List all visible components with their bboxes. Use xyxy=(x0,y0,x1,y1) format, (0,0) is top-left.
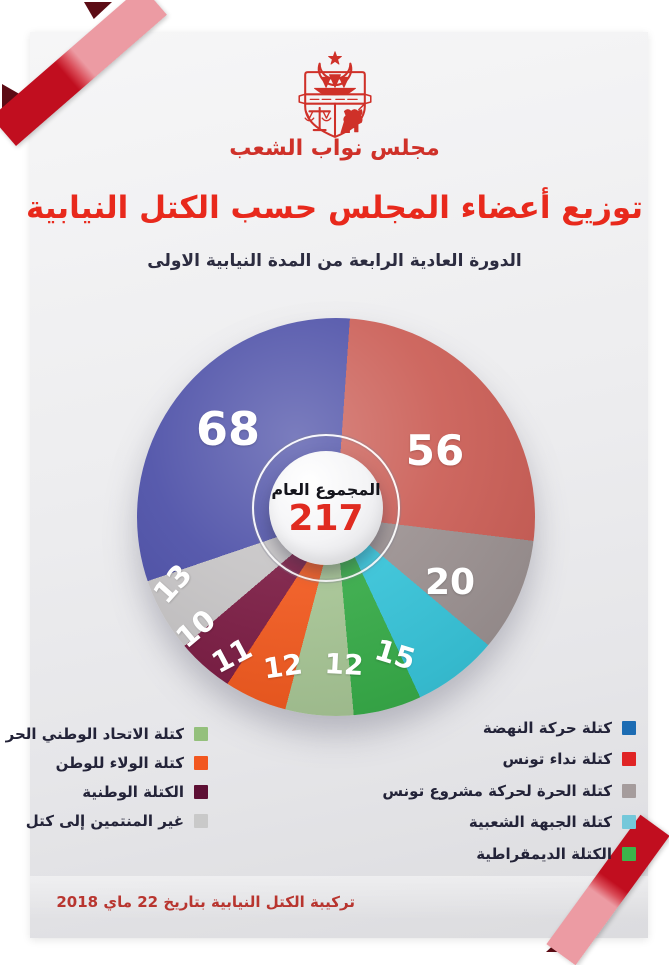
legend-item: غير المنتمين إلى كتل xyxy=(25,806,208,835)
slice-value: 15 xyxy=(370,632,420,677)
pie-labels: 56 20 15 12 12 11 10 13 68 xyxy=(137,318,535,716)
slice-value: 68 xyxy=(195,402,261,456)
legend-swatch xyxy=(194,726,208,741)
footer-band xyxy=(30,876,648,938)
slice-value: 12 xyxy=(323,647,365,682)
legend-swatch xyxy=(622,783,636,798)
total-label: المجموع العام xyxy=(271,479,381,499)
footer-note: تركيبة الكتل النيابية بتاريخ 22 ماي 2018 xyxy=(56,893,355,911)
legend-item: كتلة الاتحاد الوطني الحر xyxy=(6,719,208,748)
legend-swatch xyxy=(622,752,636,767)
legend-item: كتلة الجبهة الشعبية xyxy=(408,807,636,839)
legend-right-column: كتلة حركة النهضة كتلة نداء تونس كتلة الحرة… xyxy=(382,712,636,870)
tunisia-coat-of-arms-icon xyxy=(298,51,372,138)
legend-label: غير المنتمين إلى كتل xyxy=(25,811,184,830)
legend-label: كتلة الجبهة الشعبية xyxy=(468,813,612,832)
legend-swatch xyxy=(622,815,636,830)
slice-value: 12 xyxy=(261,647,305,686)
legend-item: كتلة حركة النهضة xyxy=(408,712,636,744)
legend-item: كتلة الحرة لحركة مشروع تونس xyxy=(382,775,636,807)
legend-item: كتلة الولاء للوطن xyxy=(28,748,208,777)
pie-center-ring xyxy=(252,434,400,582)
legend-label: كتلة حركة النهضة xyxy=(482,718,612,737)
legend-item: الكتلة الديمقراطية xyxy=(408,838,636,870)
legend-label: الكتلة الوطنية xyxy=(82,782,184,801)
page-subtitle: الدورة العادية الرابعة من المدة النيابية… xyxy=(147,251,522,271)
slice-value: 13 xyxy=(146,557,199,611)
legend-label: كتلة الحرة لحركة مشروع تونس xyxy=(382,781,612,800)
pie-chart-area: 56 20 15 12 12 11 10 13 68 المجموع العام 217 xyxy=(137,318,535,716)
legend-swatch xyxy=(194,784,208,799)
total-value: 217 xyxy=(288,497,364,539)
legend-swatch xyxy=(622,720,636,735)
org-name: مجلس نواب الشعب xyxy=(229,136,440,161)
pie-center-badge: المجموع العام 217 xyxy=(269,451,383,565)
legend-item: كتلة نداء تونس xyxy=(408,744,636,776)
page-title: توزيع أعضاء المجلس حسب الكتل النيابية xyxy=(25,190,644,226)
legend-label: كتلة الاتحاد الوطني الحر xyxy=(5,724,184,743)
legend-label: كتلة نداء تونس xyxy=(502,750,613,769)
legend-swatch xyxy=(194,813,208,828)
legend-swatch xyxy=(194,755,208,770)
slice-value: 20 xyxy=(424,562,476,603)
slice-value: 11 xyxy=(205,631,258,681)
legend-label: كتلة الولاء للوطن xyxy=(55,753,184,772)
legend-swatch xyxy=(622,846,636,861)
slice-value: 56 xyxy=(405,426,465,475)
legend-left-column: كتلة الاتحاد الوطني الحر كتلة الولاء للوط… xyxy=(6,719,208,835)
legend-item: الكتلة الوطنية xyxy=(28,777,208,806)
legend-label: الكتلة الديمقراطية xyxy=(476,844,612,863)
